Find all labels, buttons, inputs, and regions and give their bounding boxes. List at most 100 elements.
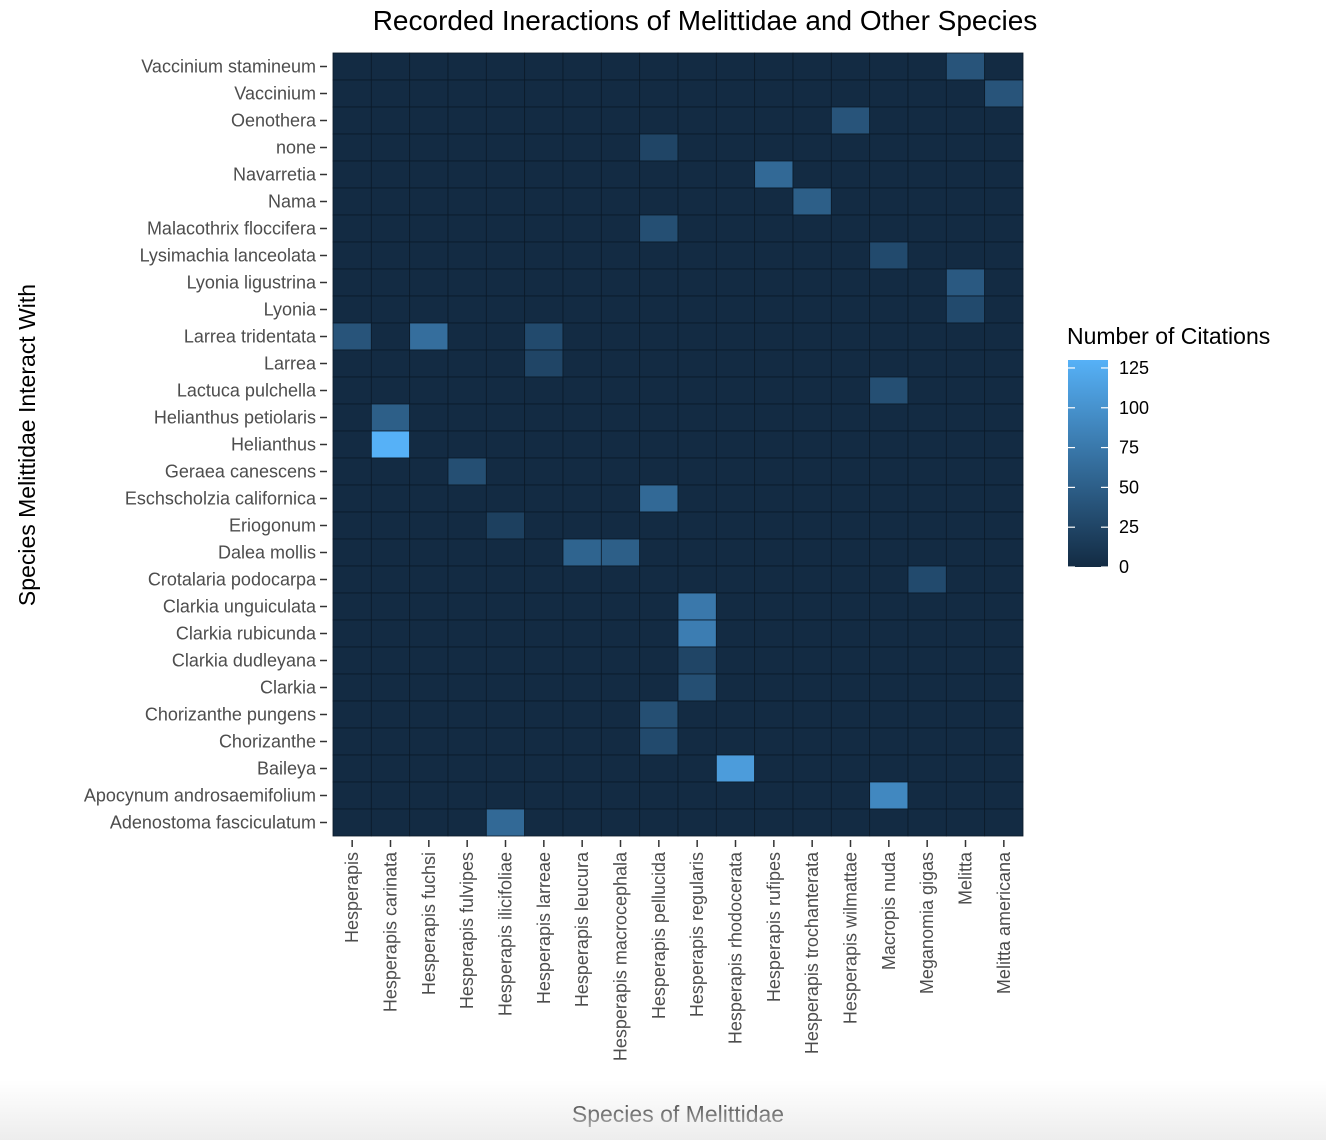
heatmap-cell [639,511,679,540]
heatmap-cell [907,241,947,270]
heatmap-cell [715,349,756,378]
heatmap-cell [562,187,602,216]
heatmap-cell [830,241,871,270]
x-tick-label: Hesperapis leucura [572,851,592,1007]
heatmap-cell [830,565,871,594]
heatmap-cell [447,592,487,621]
heatmap-cell [984,106,1024,135]
heatmap-cell [600,52,641,81]
heatmap-cell [485,52,526,81]
heatmap-cell [945,727,986,756]
heatmap-cell [409,241,449,270]
heatmap-cell [945,808,986,837]
heatmap-cell [447,349,487,378]
heatmap-cell [332,295,372,324]
heatmap-cell [945,619,986,648]
heatmap-cell [830,673,871,702]
heatmap-cell [754,187,794,216]
heatmap-cell [562,79,602,108]
heatmap-cell [524,565,564,594]
heatmap-cell [485,160,526,189]
heatmap-cell [639,187,679,216]
heatmap-cell [409,133,449,162]
heatmap-cell [409,592,449,621]
heatmap-cell [869,592,909,621]
heatmap-cell [524,781,564,810]
heatmap-cell [447,376,487,405]
heatmap-cell [524,754,564,783]
heatmap-cell [945,79,986,108]
heatmap-cell [485,565,526,594]
heatmap-cell [332,430,372,459]
heatmap-cell [907,349,947,378]
heatmap-cell [485,673,526,702]
heatmap-cell [600,538,641,567]
heatmap-cell [754,79,794,108]
heatmap-cell [409,322,449,351]
heatmap-cell [485,727,526,756]
heatmap-cell [332,484,372,513]
heatmap-cell [792,511,832,540]
y-tick-label: Vaccinium stamineum [141,57,316,77]
heatmap-cell [447,484,487,513]
legend-tick-label: 50 [1119,477,1139,497]
heatmap-cell [907,808,947,837]
heatmap-cell [715,106,756,135]
heatmap-cell [409,754,449,783]
heatmap-cell [754,160,794,189]
heatmap-cell [715,781,756,810]
heatmap-cell [792,403,832,432]
heatmap-cell [754,484,794,513]
heatmap-cell [830,619,871,648]
heatmap-cell [869,808,909,837]
heatmap-cell [715,160,756,189]
heatmap-cell [332,538,372,567]
heatmap-cell [754,808,794,837]
heatmap-cell [370,322,411,351]
y-tick-label: Lactuca pulchella [177,381,317,401]
heatmap-cell [524,538,564,567]
heatmap-cell [792,349,832,378]
heatmap-cell [562,808,602,837]
heatmap-cell [984,322,1024,351]
heatmap-cell [370,133,411,162]
y-axis-label: Species Melittidae Interact With [14,284,40,606]
heatmap-cell [830,160,871,189]
heatmap-cell [715,673,756,702]
heatmap-cell [984,619,1024,648]
heatmap-cell [332,403,372,432]
heatmap-cell [677,565,717,594]
legend-tick-label: 75 [1119,438,1139,458]
heatmap-cell [677,349,717,378]
heatmap-cell [830,268,871,297]
heatmap-cell [792,133,832,162]
heatmap-cell [524,457,564,486]
heatmap-cell [677,295,717,324]
heatmap-cell [332,781,372,810]
heatmap-cell [869,214,909,243]
heatmap-cell [869,295,909,324]
heatmap-cell [677,484,717,513]
heatmap-cell [485,187,526,216]
y-tick-label: Clarkia rubicunda [176,624,317,644]
heatmap-cell [754,376,794,405]
heatmap-cell [984,214,1024,243]
x-tick-label: Hesperapis macrocephala [611,851,631,1061]
heatmap-cell [409,808,449,837]
heatmap-cell [524,133,564,162]
heatmap-cell [869,268,909,297]
heatmap-cell [984,376,1024,405]
heatmap-cell [332,133,372,162]
x-tick-label: Hesperapis rhodocerata [726,851,746,1044]
heatmap-cell [370,592,411,621]
heatmap-cell [715,133,756,162]
heatmap-cell [332,106,372,135]
heatmap-cell [984,511,1024,540]
heatmap-cell [524,79,564,108]
heatmap-cell [370,241,411,270]
heatmap-cell [447,430,487,459]
heatmap-cell [792,106,832,135]
heatmap-cell [639,133,679,162]
heatmap-cell [639,700,679,729]
heatmap-cell [639,430,679,459]
